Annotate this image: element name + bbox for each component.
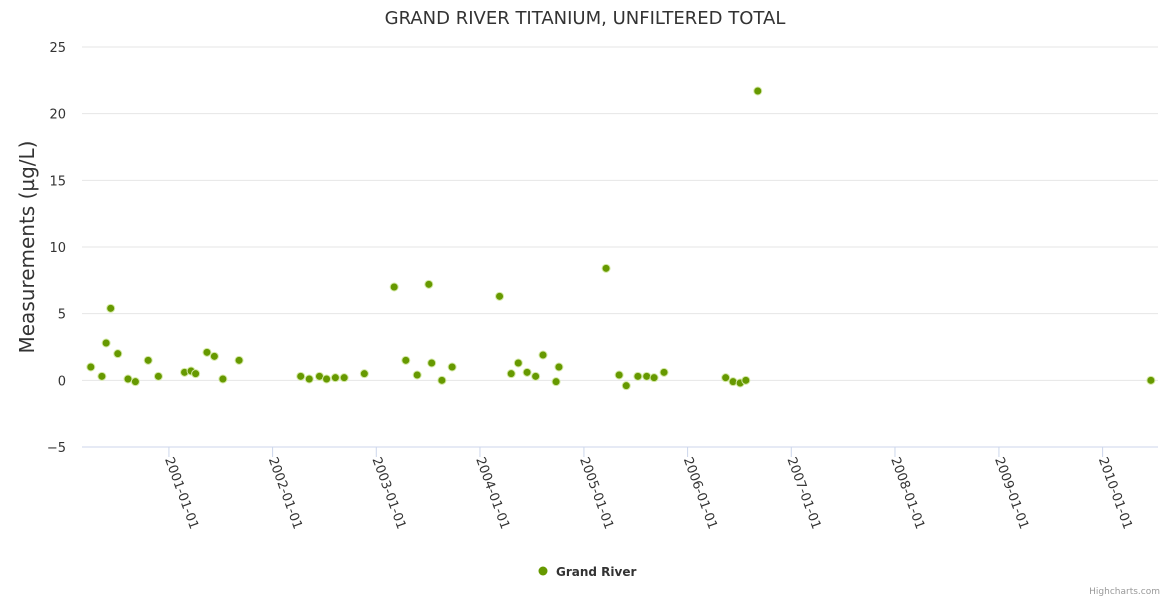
legend-symbol[interactable] — [538, 566, 548, 576]
data-point[interactable] — [741, 375, 751, 385]
data-point[interactable] — [728, 377, 738, 387]
data-point[interactable] — [202, 347, 212, 357]
data-point[interactable] — [143, 355, 153, 365]
data-point[interactable] — [209, 351, 219, 361]
data-point[interactable] — [153, 371, 163, 381]
legend[interactable]: Grand River — [538, 565, 637, 579]
data-point[interactable] — [97, 371, 107, 381]
data-point[interactable] — [551, 377, 561, 387]
data-point[interactable] — [538, 350, 548, 360]
x-tick-label: 2009-01-01 — [991, 455, 1031, 531]
y-axis-title: Measurements (µg/L) — [15, 141, 39, 354]
gridlines — [82, 46, 1158, 448]
x-tick-label: 2006-01-01 — [680, 455, 720, 531]
data-point[interactable] — [1146, 375, 1156, 385]
credits-link[interactable]: Highcharts.com — [1089, 587, 1160, 597]
y-tick-label: 5 — [58, 308, 66, 323]
data-point[interactable] — [330, 373, 340, 383]
data-point[interactable] — [614, 370, 624, 380]
data-point[interactable] — [218, 374, 228, 384]
data-point[interactable] — [531, 371, 541, 381]
x-tick-label: 2002-01-01 — [265, 455, 305, 531]
data-point[interactable] — [633, 371, 643, 381]
x-axis: 2001-01-01 2002-01-01 2003-01-01 2004-01-01… — [161, 447, 1135, 531]
data-point[interactable] — [513, 358, 523, 368]
data-point[interactable] — [659, 367, 669, 377]
x-tick-label: 2004-01-01 — [472, 455, 512, 531]
data-point[interactable] — [322, 374, 332, 384]
data-point[interactable] — [753, 86, 763, 96]
data-point[interactable] — [113, 349, 123, 359]
data-point[interactable] — [339, 373, 349, 383]
data-point[interactable] — [506, 369, 516, 379]
y-tick-label: 0 — [58, 374, 66, 389]
data-point[interactable] — [86, 362, 96, 372]
x-tick-label: 2001-01-01 — [161, 455, 201, 531]
data-point[interactable] — [296, 371, 306, 381]
data-point[interactable] — [424, 279, 434, 289]
y-tick-label: 25 — [49, 41, 66, 56]
data-point[interactable] — [721, 373, 731, 383]
x-tick-label: 2005-01-01 — [576, 455, 616, 531]
data-point[interactable] — [123, 374, 133, 384]
data-point[interactable] — [304, 374, 314, 384]
series-grand-river — [86, 86, 1156, 391]
chart-title: GRAND RIVER TITANIUM, UNFILTERED TOTAL — [385, 8, 786, 29]
data-point[interactable] — [621, 381, 631, 391]
data-point[interactable] — [495, 291, 505, 301]
legend-item-grand-river[interactable]: Grand River — [556, 565, 636, 579]
data-point[interactable] — [649, 373, 659, 383]
data-point[interactable] — [389, 282, 399, 292]
data-point[interactable] — [437, 375, 447, 385]
data-point[interactable] — [106, 303, 116, 313]
y-tick-label: 20 — [49, 108, 66, 123]
y-tick-label: 15 — [49, 174, 66, 189]
data-point[interactable] — [412, 370, 422, 380]
data-point[interactable] — [642, 371, 652, 381]
data-point[interactable] — [554, 362, 564, 372]
data-point[interactable] — [522, 367, 532, 377]
y-tick-label: −5 — [47, 441, 66, 456]
data-point[interactable] — [447, 362, 457, 372]
x-tick-label: 2010-01-01 — [1095, 455, 1135, 531]
y-tick-label: 10 — [49, 241, 66, 256]
data-point[interactable] — [427, 358, 437, 368]
x-tick-label: 2008-01-01 — [887, 455, 927, 531]
data-point[interactable] — [234, 355, 244, 365]
data-point[interactable] — [601, 263, 611, 273]
y-axis: −5 0 5 10 15 20 25 — [47, 41, 66, 456]
data-point[interactable] — [101, 338, 111, 348]
data-point[interactable] — [401, 355, 411, 365]
x-tick-label: 2007-01-01 — [784, 455, 824, 531]
x-tick-label: 2003-01-01 — [369, 455, 409, 531]
data-point[interactable] — [191, 369, 201, 379]
data-point[interactable] — [130, 377, 140, 387]
data-point[interactable] — [359, 369, 369, 379]
